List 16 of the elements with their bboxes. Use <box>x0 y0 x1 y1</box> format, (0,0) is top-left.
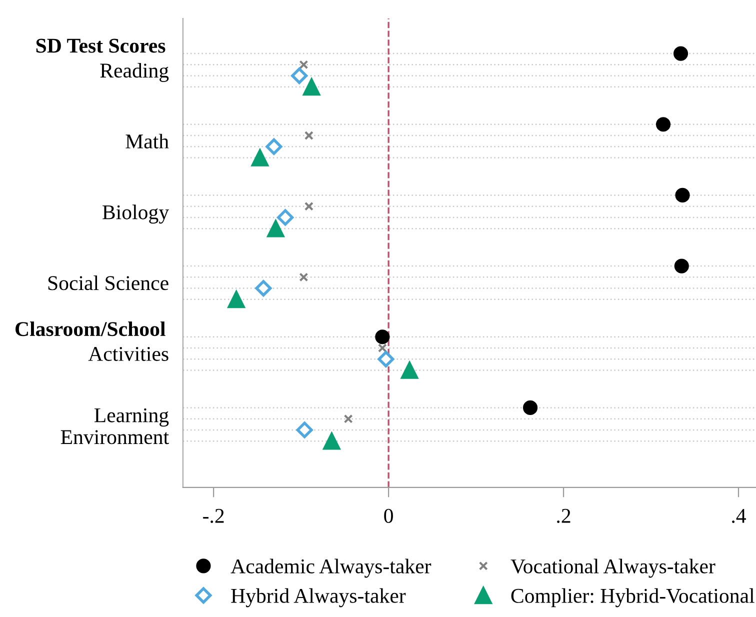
y-tick-label: Learning Environment <box>60 408 169 444</box>
y-tick-label: Reading <box>100 62 169 82</box>
legend-label: Vocational Always-taker <box>510 558 716 578</box>
x-tick-label: 0 <box>384 508 393 523</box>
x-tick-label: -.2 <box>203 508 224 524</box>
y-tick-label: Social Science <box>48 275 168 290</box>
y-tick-label: Activities <box>88 346 168 361</box>
text: Clasroom/School <box>16 321 166 336</box>
text: SD Test Scores <box>36 38 166 53</box>
legend-label: Hybrid Always-taker <box>231 588 406 608</box>
legend-label: Complier: Hybrid-Vocational <box>511 588 754 608</box>
x-tick-label: .4 <box>732 509 746 524</box>
x-tick-label: .2 <box>557 508 570 524</box>
y-tick-label: Biology <box>102 204 169 224</box>
y-tick-label: Math <box>126 134 169 148</box>
legend-label: Academic Always-taker <box>230 558 432 578</box>
